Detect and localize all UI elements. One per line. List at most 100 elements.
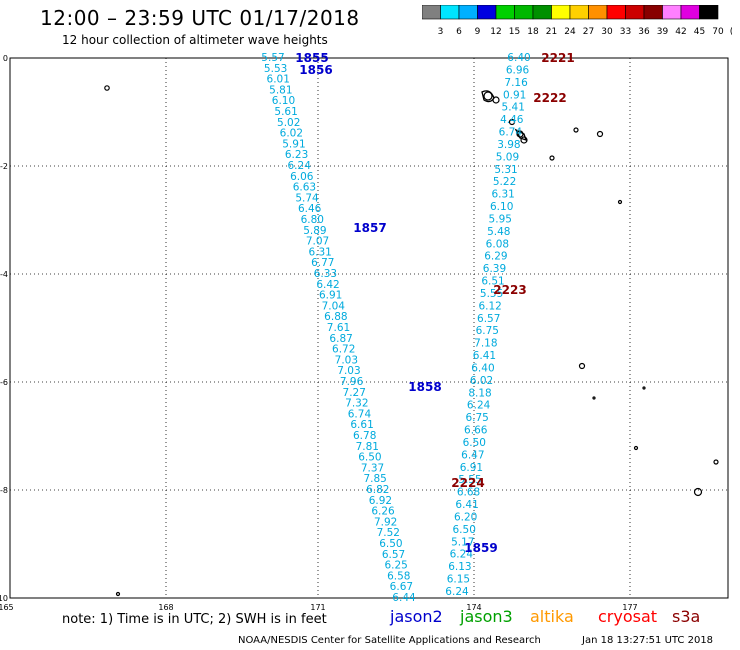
track-b-observation: 6.66 (464, 425, 488, 437)
track-b-observation: 6.50 (453, 524, 476, 536)
y-tick-label: -10 (0, 594, 8, 603)
island-outline (713, 459, 719, 465)
track-a-observation: 7.85 (363, 473, 386, 485)
track-b-observation: 7.16 (504, 77, 528, 89)
island-outline (578, 362, 586, 370)
colorbar-label: 3 (438, 27, 444, 37)
track-a-observation: 6.24 (288, 160, 312, 172)
colorbar-label: 45 (694, 27, 705, 37)
island-outline (693, 487, 703, 497)
track-b-observation: 6.74 (499, 127, 523, 139)
track-a-observation: 7.61 (327, 322, 350, 334)
island-outline (596, 130, 604, 138)
x-tick-label: 177 (622, 603, 637, 610)
colorbar-label: 33 (620, 27, 631, 37)
colorbar-label: 36 (638, 27, 650, 37)
track-b-observation: 6.24 (445, 586, 469, 598)
track-a-observation: 6.10 (272, 95, 295, 107)
track-b-observation: 6.68 (457, 487, 480, 499)
altimeter-map: 165 168 171 174 177 0 -2 -4 -6 -8 -10 5.575.536.01… (0, 51, 729, 610)
track-b-observation: 6.40 (507, 52, 530, 64)
pass-label: 1859 (464, 541, 497, 555)
track-b-observation: 5.31 (494, 164, 517, 176)
track-b-observation: 6.12 (478, 300, 501, 312)
island-outline (617, 199, 623, 205)
track-b-observation: 6.75 (465, 412, 488, 424)
track-a-observation: 5.57 (261, 52, 284, 64)
island-outline (573, 127, 579, 133)
y-tick-label: 0 (3, 54, 8, 63)
colorbar-label: 27 (583, 27, 594, 37)
y-tick-label: -2 (0, 162, 8, 171)
track-b-observation: 5.55 (480, 288, 503, 300)
colorbar-label: 15 (509, 27, 520, 37)
pass-label: 1857 (353, 221, 386, 235)
track-b-observation: 6.24 (450, 549, 474, 561)
track-a-observation: 7.37 (361, 462, 384, 474)
track-a-observation: 5.91 (282, 138, 305, 150)
track-a-observation: 6.77 (311, 257, 334, 269)
track-b-observation: 6.96 (506, 64, 530, 76)
track-b-observation: 6.15 (447, 574, 470, 586)
track-b-observation: 8.18 (468, 387, 491, 399)
track-a-observation: 6.01 (267, 74, 290, 86)
track-b-observation: 6.24 (467, 400, 491, 412)
track-b-observation: 6.41 (455, 499, 478, 511)
page-subtitle: 12 hour collection of altimeter wave hei… (62, 33, 328, 47)
legend-s3a: s3a (672, 607, 701, 626)
map-grid (9, 57, 729, 599)
island-outline (483, 91, 493, 101)
track-b-observation: 6.39 (483, 263, 506, 275)
track-a-observation: 6.25 (384, 560, 407, 572)
track-b-observation: 6.02 (470, 375, 493, 387)
x-tick-label: 165 (0, 603, 14, 610)
track-a-observation: 6.26 (371, 506, 395, 518)
island-outline (104, 85, 110, 91)
legend-altika: altika (530, 607, 574, 626)
track-b-observation: 6.91 (460, 462, 483, 474)
island-outline (520, 136, 528, 144)
colorbar-label: 70 (712, 27, 724, 37)
track-b-observation: 5.41 (502, 102, 525, 114)
pass-label: 1858 (408, 380, 441, 394)
track-a-observation: 5.53 (264, 63, 287, 75)
island-outline (549, 155, 555, 161)
track-a-observation: 5.81 (269, 84, 292, 96)
track-a-observation: 7.96 (340, 376, 364, 388)
colorbar-label: 9 (475, 27, 481, 37)
track-b-observation: 6.08 (486, 238, 509, 250)
track-a-observation: 6.72 (332, 344, 355, 356)
track-a-observation: 6.61 (350, 419, 373, 431)
colorbar-label: 21 (546, 27, 557, 37)
track-b-observation: 7.18 (474, 338, 497, 350)
colorbar-label: 30 (601, 27, 613, 37)
track-a-observation: 6.63 (293, 182, 316, 194)
track-a-observation: 6.44 (392, 592, 416, 604)
colorbar-label: 12 (490, 27, 501, 37)
track-a-observation: 6.31 (308, 246, 331, 258)
track-a-observation: 6.50 (379, 538, 402, 550)
track-a-observation: 6.67 (390, 581, 413, 593)
y-tick-label: -8 (0, 486, 8, 495)
colorbar-label: 18 (527, 27, 539, 37)
track-a-observation: 5.61 (274, 106, 297, 118)
colorbar-label: 42 (675, 27, 686, 37)
track-a-observation: 7.03 (337, 365, 360, 377)
track-b-observation: 6.29 (484, 251, 507, 263)
track-a-observation: 7.07 (306, 236, 329, 248)
track-b-observation: 6.75 (476, 325, 499, 337)
island-outlines (104, 85, 719, 597)
legend-jason2: jason2 (390, 607, 443, 626)
x-tick-label: 174 (466, 603, 481, 610)
track-b-observation: 6.20 (454, 511, 477, 523)
track-a-observation: 6.92 (369, 495, 392, 507)
track-b-observation: 5.09 (496, 151, 519, 163)
track-a-observation: 6.74 (348, 408, 372, 420)
pass-label: 2221 (541, 51, 574, 65)
colorbar-label: 39 (657, 27, 669, 37)
x-tick-label: 171 (310, 603, 325, 610)
island-outline (592, 396, 596, 400)
colorbar-label: 6 (456, 27, 462, 37)
